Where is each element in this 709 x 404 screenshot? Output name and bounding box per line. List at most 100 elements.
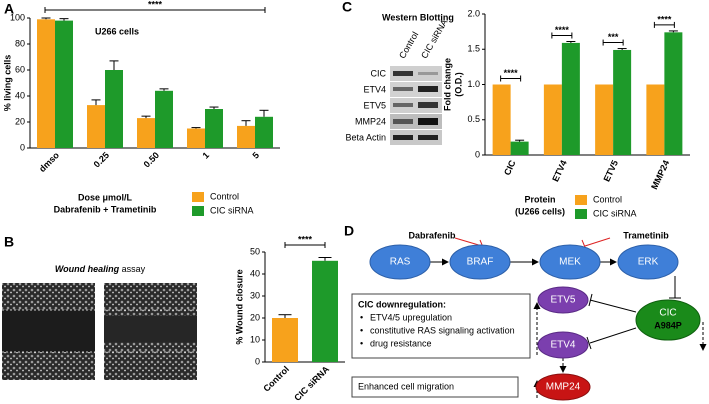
node-label: ETV5 xyxy=(550,295,575,306)
x-tick-label: 1 xyxy=(200,150,211,161)
x-axis-label: (U266 cells) xyxy=(515,206,565,216)
y-axis-label: % living cells xyxy=(2,55,12,112)
bar xyxy=(137,118,155,148)
y-tick-label: 0.5 xyxy=(467,114,480,124)
significance-label: **** xyxy=(504,68,519,78)
y-tick-label: 0 xyxy=(255,356,260,366)
x-tick-label: CIC siRNA xyxy=(292,364,331,403)
lane-label: CIC siRNA xyxy=(419,18,449,61)
blot-row-label: ETV5 xyxy=(363,100,386,110)
bar xyxy=(510,141,529,155)
node-label: MEK xyxy=(559,257,581,268)
blot-row-label: ETV4 xyxy=(363,84,386,94)
node-label: MMP24 xyxy=(546,382,581,393)
significance-label: **** xyxy=(148,0,163,9)
node-label: ETV4 xyxy=(550,340,575,351)
legend-swatch xyxy=(575,195,587,205)
blot-row-label: Beta Actin xyxy=(345,132,386,142)
y-tick-label: 100 xyxy=(10,12,25,22)
wound-images xyxy=(2,283,197,380)
bar xyxy=(272,318,298,362)
bar xyxy=(187,128,205,148)
y-axis-label: % Wound closure xyxy=(234,269,244,344)
legend-label: CIC siRNA xyxy=(210,205,254,215)
bar xyxy=(87,105,105,148)
node-label: RAS xyxy=(390,257,411,268)
bar xyxy=(595,84,614,155)
y-tick-label: 20 xyxy=(15,116,25,126)
legend-label: Control xyxy=(593,194,622,204)
assay-title: Wound healing assay xyxy=(55,264,146,274)
assay-title-suffix: assay xyxy=(122,264,146,274)
y-tick-label: 1.5 xyxy=(467,44,480,54)
x-tick-label: ETV5 xyxy=(602,159,621,184)
bar xyxy=(492,84,511,155)
bar xyxy=(105,70,123,148)
bar xyxy=(255,116,273,148)
node-label: CIC xyxy=(659,308,676,319)
bar xyxy=(312,260,338,362)
bar xyxy=(646,84,665,155)
y-axis-label: (O.D.) xyxy=(453,72,463,97)
blot-row-label: MMP24 xyxy=(355,116,386,126)
y-tick-label: 1.0 xyxy=(467,79,480,89)
chart-title: U266 cells xyxy=(95,26,139,36)
node-label: ERK xyxy=(638,257,659,268)
legend-swatch xyxy=(192,206,204,216)
panel-label: B xyxy=(4,234,14,250)
y-tick-label: 2.0 xyxy=(467,8,480,18)
panel-label: C xyxy=(342,0,352,15)
assay-title-main: Wound healing xyxy=(55,264,120,274)
y-tick-label: 10 xyxy=(250,334,260,344)
panel-label: D xyxy=(344,223,354,239)
bar xyxy=(55,20,73,149)
significance-label: **** xyxy=(555,25,570,35)
legend-label: CIC siRNA xyxy=(593,208,637,218)
bar xyxy=(237,125,255,148)
box-item: ETV4/5 upregulation xyxy=(370,312,452,322)
y-tick-label: 40 xyxy=(250,268,260,278)
pathway-diagram xyxy=(351,237,707,401)
x-axis-label: Dabrafenib + Trametinib xyxy=(54,204,157,214)
y-tick-label: 20 xyxy=(250,312,260,322)
y-tick-label: 30 xyxy=(250,290,260,300)
blot xyxy=(390,66,442,145)
bar xyxy=(561,42,580,155)
x-tick-label: dmso xyxy=(37,150,61,174)
x-axis-label: Dose μmol/L xyxy=(78,192,133,202)
box-item: drug resistance xyxy=(370,338,432,348)
bullet: • xyxy=(360,325,363,335)
x-tick-label: CIC xyxy=(502,158,518,177)
bar xyxy=(543,84,562,155)
significance-label: *** xyxy=(608,32,619,42)
y-tick-label: 0 xyxy=(20,142,25,152)
box-item: constitutive RAS signaling activation xyxy=(370,325,515,335)
x-tick-label: MMP24 xyxy=(649,159,671,191)
drug-label: Dabrafenib xyxy=(408,230,456,240)
bar xyxy=(205,109,223,148)
legend-label: Control xyxy=(210,191,239,201)
bar xyxy=(37,19,55,148)
node-sublabel: A984P xyxy=(654,320,682,330)
box-title: CIC downregulation: xyxy=(358,299,446,309)
x-tick-label: 0.25 xyxy=(92,150,111,169)
lane-label: Control xyxy=(397,30,420,60)
significance-label: **** xyxy=(298,234,313,244)
y-tick-label: 0 xyxy=(475,149,480,159)
y-tick-label: 50 xyxy=(250,246,260,256)
y-axis-label: Fold change xyxy=(442,58,452,111)
blot-title: Western Blotting xyxy=(382,12,454,22)
x-tick-label: 0.50 xyxy=(142,150,161,169)
blot-row-label: CIC xyxy=(371,68,387,78)
bullet: • xyxy=(360,338,363,348)
bar xyxy=(613,49,632,155)
outcome: Enhanced cell migration xyxy=(358,381,454,391)
y-tick-label: 40 xyxy=(15,90,25,100)
x-tick-label: ETV4 xyxy=(550,159,569,184)
bullet: • xyxy=(360,312,363,322)
legend-swatch xyxy=(192,192,204,202)
significance-label: **** xyxy=(657,14,672,24)
x-axis-label: Protein xyxy=(524,194,555,204)
y-tick-label: 80 xyxy=(15,38,25,48)
